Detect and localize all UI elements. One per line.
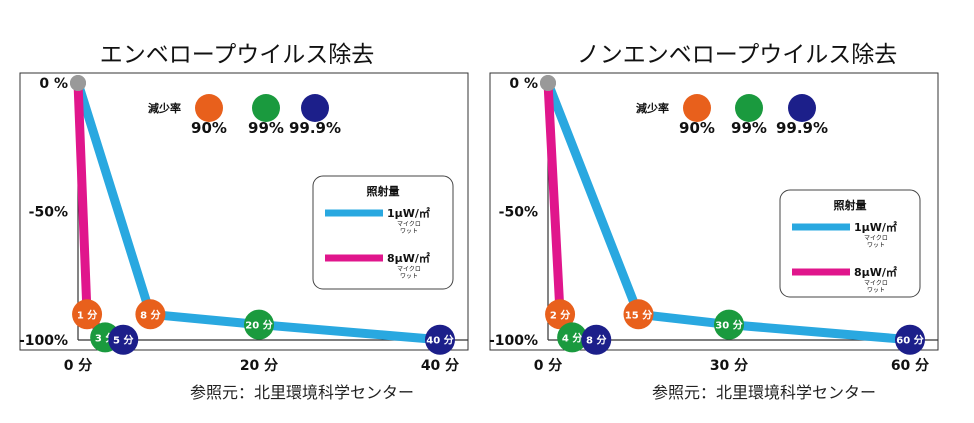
- data-point-label: 2 分: [550, 308, 570, 321]
- series-line-1uW: [543, 78, 915, 345]
- irradiance-legend-sub: ワット: [400, 273, 418, 280]
- reduction-legend-pct: 99%: [248, 119, 284, 137]
- y-tick-label: 0 %: [509, 76, 538, 92]
- data-point-label: 30 分: [715, 319, 742, 332]
- reduction-legend-swatch: [195, 94, 223, 122]
- irradiance-legend-sub: ワット: [400, 228, 418, 235]
- data-point-label: 20 分: [245, 319, 272, 332]
- chart-title: ノンエンベロープウイルス除去: [577, 42, 898, 68]
- irradiance-legend-label: 1μW/㎡: [854, 220, 897, 234]
- reduction-legend-swatch: [788, 94, 816, 122]
- data-point-marker: [135, 299, 166, 330]
- y-tick-label: -50%: [29, 205, 68, 221]
- irradiance-legend-sub: ワット: [867, 287, 885, 294]
- irradiance-legend-title: 照射量: [367, 184, 400, 198]
- data-point-label: 15 分: [625, 308, 652, 321]
- x-tick-label: 0 分: [64, 358, 93, 374]
- data-point-label: 4 分: [562, 331, 582, 344]
- y-tick-label: 0 %: [39, 76, 68, 92]
- reduction-legend-label: 減少率: [148, 101, 181, 115]
- y-tick-label: -100%: [19, 333, 68, 349]
- reduction-legend-pct: 90%: [679, 119, 715, 137]
- irradiance-legend-sub: ワット: [867, 242, 885, 249]
- start-point-marker: [70, 75, 86, 91]
- series-line-1uW: [73, 78, 445, 345]
- data-point-marker: [581, 324, 612, 355]
- reduction-legend-pct: 99.9%: [776, 119, 828, 137]
- data-point-marker: [895, 324, 925, 355]
- data-point-marker: [545, 299, 576, 330]
- x-tick-label: 30 分: [710, 358, 748, 374]
- y-tick-label: -100%: [489, 333, 538, 349]
- data-point-marker: [108, 324, 139, 355]
- data-point-label: 60 分: [896, 334, 923, 347]
- irradiance-legend-sub: マイクロ: [397, 266, 421, 273]
- source-credit-2: 参照元：北里環境科学センター: [652, 383, 876, 402]
- reduction-legend-swatch: [735, 94, 763, 122]
- reduction-legend-swatch: [301, 94, 329, 122]
- chart-panel-enveloped: エンベロープウイルス除去 0 % -50% -100% 0 分 20 分 40 分 減少率 90…: [19, 42, 469, 374]
- data-point-marker: [557, 322, 588, 353]
- irradiance-legend-sub: マイクロ: [397, 221, 421, 228]
- x-tick-label: 60 分: [891, 358, 929, 374]
- x-tick-label: 0 分: [534, 358, 563, 374]
- data-point-label: 5 分: [113, 334, 133, 347]
- irradiance-legend-sub: マイクロ: [864, 280, 888, 287]
- reduction-legend-pct: 99%: [731, 119, 767, 137]
- irradiance-legend-title: 照射量: [834, 198, 867, 212]
- data-point-marker: [425, 324, 455, 355]
- x-tick-label: 40 分: [421, 358, 459, 374]
- data-point-marker: [244, 309, 274, 340]
- plot-frame: [489, 72, 939, 351]
- source-credit-1: 参照元：北里環境科学センター: [190, 383, 414, 402]
- plot-frame: [19, 72, 469, 351]
- data-point-label: 1 分: [77, 308, 97, 321]
- reduction-legend-swatch: [683, 94, 711, 122]
- data-point-label: 8 分: [140, 308, 160, 321]
- reduction-legend-swatch: [252, 94, 280, 122]
- data-point-marker: [623, 299, 654, 330]
- y-tick-label: -50%: [499, 205, 538, 221]
- chart-title: エンベロープウイルス除去: [100, 42, 375, 68]
- data-point-marker: [72, 299, 103, 330]
- data-point-marker: [714, 309, 744, 340]
- start-point-marker: [540, 75, 556, 91]
- irradiance-legend-label: 1μW/㎡: [387, 206, 430, 220]
- irradiance-legend-label: 8μW/㎡: [854, 265, 897, 279]
- chart-panel-non-enveloped: ノンエンベロープウイルス除去 0 % -50% -100% 0 分 30 分 60 分 減少率…: [489, 42, 939, 374]
- reduction-legend-pct: 90%: [191, 119, 227, 137]
- reduction-legend-pct: 99.9%: [289, 119, 341, 137]
- irradiance-legend-label: 8μW/㎡: [387, 251, 430, 265]
- data-point-label: 40 分: [426, 334, 453, 347]
- data-point-label: 8 分: [586, 334, 606, 347]
- x-tick-label: 20 分: [240, 358, 278, 374]
- irradiance-legend-sub: マイクロ: [864, 235, 888, 242]
- reduction-legend-label: 減少率: [636, 101, 669, 115]
